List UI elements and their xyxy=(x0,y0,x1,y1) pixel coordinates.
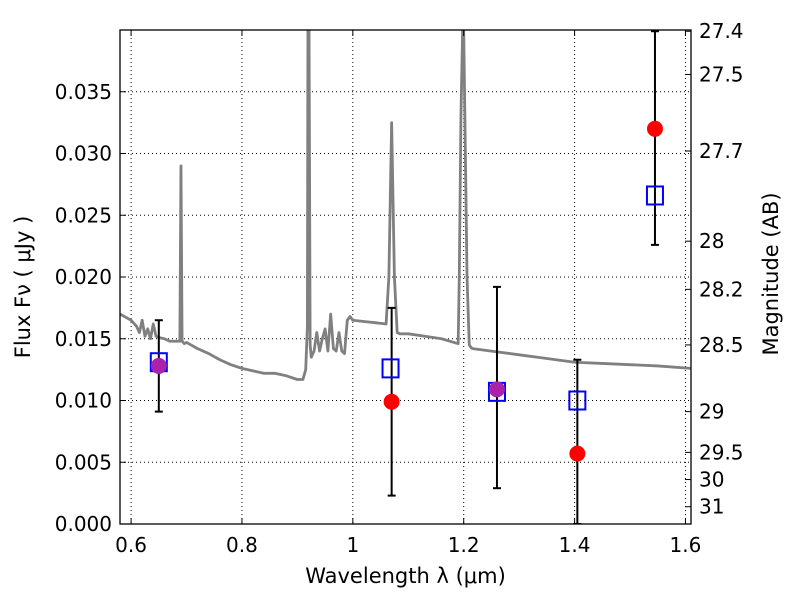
observed-flux-point xyxy=(646,120,663,137)
y2-axis-label: Magnitude (AB) xyxy=(759,192,783,355)
plot-frame xyxy=(119,29,692,525)
model-photometry-square xyxy=(645,185,664,206)
y-tick-label: 0.010 xyxy=(55,389,112,413)
x-tick-label: 0.6 xyxy=(115,533,147,557)
y-tick-label: 0.025 xyxy=(55,203,112,227)
y-tick-label: 0.030 xyxy=(55,142,112,166)
observed-flux-point xyxy=(383,393,400,410)
observed-flux-point xyxy=(150,357,167,374)
y2-tick-label: 29 xyxy=(699,400,724,424)
x-tick-label: 1 xyxy=(346,533,359,557)
y2-tick-label: 31 xyxy=(699,495,724,519)
x-tick-label: 1.2 xyxy=(448,533,480,557)
y2-tick-label: 27.5 xyxy=(699,62,744,86)
y2-tick-label: 28 xyxy=(699,229,724,253)
y-axis-label: Flux Fν ( μJy ) xyxy=(11,216,35,359)
y2-tick-label: 27.4 xyxy=(699,19,744,43)
x-tick-label: 1.4 xyxy=(559,533,591,557)
y2-tick-label: 30 xyxy=(699,468,724,492)
y2-tick-label: 29.5 xyxy=(699,440,744,464)
x-tick-label: 0.8 xyxy=(226,533,258,557)
y-tick-label: 0.020 xyxy=(55,265,112,289)
plot-area xyxy=(120,30,691,524)
observed-flux-point xyxy=(488,381,505,398)
y-tick-label: 0.015 xyxy=(55,327,112,351)
y-tick-label: 0.035 xyxy=(55,80,112,104)
model-spectrum-line xyxy=(120,30,691,381)
y-tick-label: 0.000 xyxy=(55,512,112,536)
tick-labels: 0.6 0.8 1 1.2 1.4 1.6 0.000 0.005 0.010 0.015 0.02… xyxy=(55,19,744,557)
plot-content xyxy=(120,30,691,524)
observed-flux-point xyxy=(569,445,586,462)
x-axis-label: Wavelength λ (μm) xyxy=(305,564,506,588)
x-tick-label: 1.6 xyxy=(670,533,702,557)
y-tick-label: 0.005 xyxy=(55,450,112,474)
model-photometry-square xyxy=(568,390,587,411)
y2-tick-label: 28.2 xyxy=(699,277,744,301)
tick-marks xyxy=(120,30,691,525)
y2-tick-label: 28.5 xyxy=(699,333,744,357)
y2-tick-label: 27.7 xyxy=(699,139,744,163)
grid-lines xyxy=(120,30,691,525)
model-photometry-square xyxy=(381,358,400,379)
